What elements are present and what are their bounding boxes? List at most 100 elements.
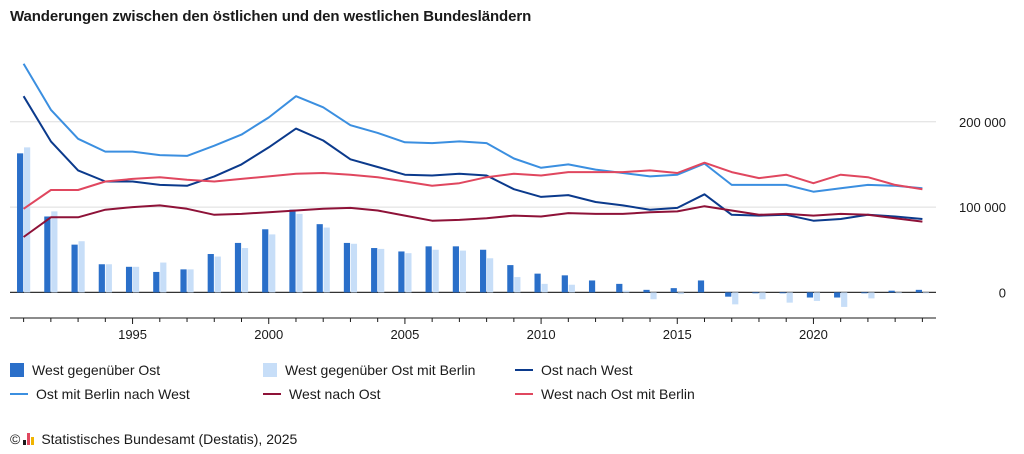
bar-west-gegenueber-ost[interactable] <box>398 251 405 293</box>
logo-bar <box>27 433 31 445</box>
bar-west-gegenueber-ost-berlin[interactable] <box>378 248 385 293</box>
legend-item-west-gegenueber-ost[interactable]: West gegenüber Ost <box>10 362 160 378</box>
bar-west-gegenueber-ost-berlin[interactable] <box>132 266 140 293</box>
bar-west-gegenueber-ost[interactable] <box>98 264 105 293</box>
bar-west-gegenueber-ost-berlin[interactable] <box>732 292 739 305</box>
bar-west-gegenueber-ost[interactable] <box>806 292 814 298</box>
bar-west-gegenueber-ost[interactable] <box>17 153 24 293</box>
bar-west-gegenueber-ost-berlin[interactable] <box>677 292 684 295</box>
bar-west-gegenueber-ost[interactable] <box>371 248 378 293</box>
copyright-symbol: © <box>10 431 21 447</box>
bar-west-gegenueber-ost-berlin[interactable] <box>214 256 221 293</box>
legend-label: Ost mit Berlin nach West <box>36 386 190 402</box>
bar-west-gegenueber-ost[interactable] <box>834 292 841 298</box>
bar-west-gegenueber-ost[interactable] <box>888 290 895 293</box>
x-tick-label: 1995 <box>118 327 147 342</box>
destatis-logo-icon <box>23 433 35 445</box>
x-tick-label: 2020 <box>799 327 828 342</box>
bar-west-gegenueber-ost-berlin[interactable] <box>296 213 303 293</box>
bar-west-gegenueber-ost[interactable] <box>44 216 51 293</box>
line-west-nach-ost[interactable] <box>23 204 923 238</box>
source-credit: © Statistisches Bundesamt (Destatis), 20… <box>10 431 297 447</box>
bar-west-gegenueber-ost-berlin[interactable] <box>786 292 793 303</box>
line-ost-berlin-nach-west[interactable] <box>22 63 923 193</box>
bar-west-gegenueber-ost[interactable] <box>616 283 623 293</box>
bar-west-gegenueber-ost-berlin[interactable] <box>78 241 85 293</box>
legend-item-ost-berlin-nach-west[interactable]: Ost mit Berlin nach West <box>10 386 190 402</box>
bar-west-gegenueber-ost[interactable] <box>207 254 214 293</box>
logo-bar <box>31 437 35 445</box>
bar-west-gegenueber-ost[interactable] <box>289 209 296 293</box>
bar-west-gegenueber-ost-berlin[interactable] <box>187 269 194 293</box>
bar-west-gegenueber-ost[interactable] <box>234 242 242 293</box>
bar-west-gegenueber-ost[interactable] <box>425 246 432 293</box>
legend-swatch <box>263 393 281 395</box>
bar-west-gegenueber-ost[interactable] <box>643 289 650 293</box>
bar-west-gegenueber-ost-berlin[interactable] <box>160 262 167 293</box>
bar-west-gegenueber-ost[interactable] <box>697 280 705 293</box>
bar-west-gegenueber-ost[interactable] <box>915 289 922 293</box>
bar-west-gegenueber-ost-berlin[interactable] <box>922 292 929 294</box>
chart: 1995 2000 2005 2010 2015 2020 0 100 000 200 000 <box>10 63 1006 342</box>
logo-bar <box>23 440 27 445</box>
bar-west-gegenueber-ost-berlin[interactable] <box>241 248 249 293</box>
bar-west-gegenueber-ost[interactable] <box>480 249 487 293</box>
bar-west-gegenueber-ost[interactable] <box>125 266 133 293</box>
legend-label: West gegenüber Ost mit Berlin <box>285 362 476 378</box>
bar-west-gegenueber-ost-berlin[interactable] <box>269 234 276 293</box>
legend-swatch <box>10 363 24 377</box>
bar-west-gegenueber-ost-berlin[interactable] <box>514 277 521 293</box>
bar-west-gegenueber-ost-berlin[interactable] <box>841 292 848 307</box>
legend-item-ost-nach-west[interactable]: Ost nach West <box>515 362 633 378</box>
bar-west-gegenueber-ost-berlin[interactable] <box>759 292 766 300</box>
bar-west-gegenueber-ost-berlin[interactable] <box>650 292 657 300</box>
bar-west-gegenueber-ost-berlin[interactable] <box>868 292 875 299</box>
legend-item-west-nach-ost[interactable]: West nach Ost <box>263 386 381 402</box>
chart-title: Wanderungen zwischen den östlichen und d… <box>10 8 532 25</box>
line-ost-nach-west[interactable] <box>22 95 923 222</box>
bar-west-gegenueber-ost[interactable] <box>725 292 732 297</box>
x-tick-label: 2000 <box>254 327 283 342</box>
bar-west-gegenueber-ost-berlin[interactable] <box>432 249 439 293</box>
bar-west-gegenueber-ost[interactable] <box>779 292 786 294</box>
bar-west-gegenueber-ost[interactable] <box>534 273 541 293</box>
bar-west-gegenueber-ost[interactable] <box>262 229 269 293</box>
legend-swatch <box>515 369 533 371</box>
bar-west-gegenueber-ost-berlin[interactable] <box>895 292 902 294</box>
legend-label: West gegenüber Ost <box>32 362 161 378</box>
bar-west-gegenueber-ost-berlin[interactable] <box>51 211 58 293</box>
bar-west-gegenueber-ost-berlin[interactable] <box>487 258 494 293</box>
bar-west-gegenueber-ost-berlin[interactable] <box>568 284 575 293</box>
bar-west-gegenueber-ost[interactable] <box>71 244 78 293</box>
bar-west-gegenueber-ost[interactable] <box>180 269 187 293</box>
bar-west-gegenueber-ost[interactable] <box>452 246 459 293</box>
bar-west-gegenueber-ost[interactable] <box>752 292 759 294</box>
bar-west-gegenueber-ost-berlin[interactable] <box>105 264 112 293</box>
x-axis: 1995 2000 2005 2010 2015 2020 <box>10 317 936 342</box>
bar-west-gegenueber-ost-berlin[interactable] <box>24 147 31 293</box>
bar-west-gegenueber-ost[interactable] <box>153 271 160 293</box>
bar-west-gegenueber-ost[interactable] <box>670 288 677 293</box>
y-tick-label: 100 000 <box>959 200 1006 215</box>
bar-west-gegenueber-ost-berlin[interactable] <box>623 290 630 293</box>
bar-west-gegenueber-ost-berlin[interactable] <box>350 243 358 293</box>
bar-west-gegenueber-ost[interactable] <box>588 280 596 293</box>
y-tick-label: 200 000 <box>959 115 1006 130</box>
bar-west-gegenueber-ost-berlin[interactable] <box>323 227 330 293</box>
source-text: Statistisches Bundesamt (Destatis), 2025 <box>41 431 298 447</box>
bar-west-gegenueber-ost[interactable] <box>561 275 568 293</box>
x-tick-label: 2015 <box>663 327 692 342</box>
bar-west-gegenueber-ost[interactable] <box>861 292 868 294</box>
bar-west-gegenueber-ost-berlin[interactable] <box>459 250 466 293</box>
bar-west-gegenueber-ost[interactable] <box>507 265 514 293</box>
bar-west-gegenueber-ost-berlin[interactable] <box>813 292 821 301</box>
legend-item-west-gegenueber-ost-berlin[interactable]: West gegenüber Ost mit Berlin <box>263 362 475 378</box>
bar-west-gegenueber-ost[interactable] <box>343 242 351 293</box>
bar-west-gegenueber-ost[interactable] <box>316 224 323 293</box>
bar-west-gegenueber-ost-berlin[interactable] <box>541 283 548 293</box>
line-group <box>22 63 923 238</box>
legend-item-west-nach-ost-berlin[interactable]: West nach Ost mit Berlin <box>515 386 695 402</box>
bar-west-gegenueber-ost-berlin[interactable] <box>405 253 412 293</box>
legend-swatch <box>263 363 277 377</box>
line-west-nach-ost-berlin[interactable] <box>23 161 923 210</box>
